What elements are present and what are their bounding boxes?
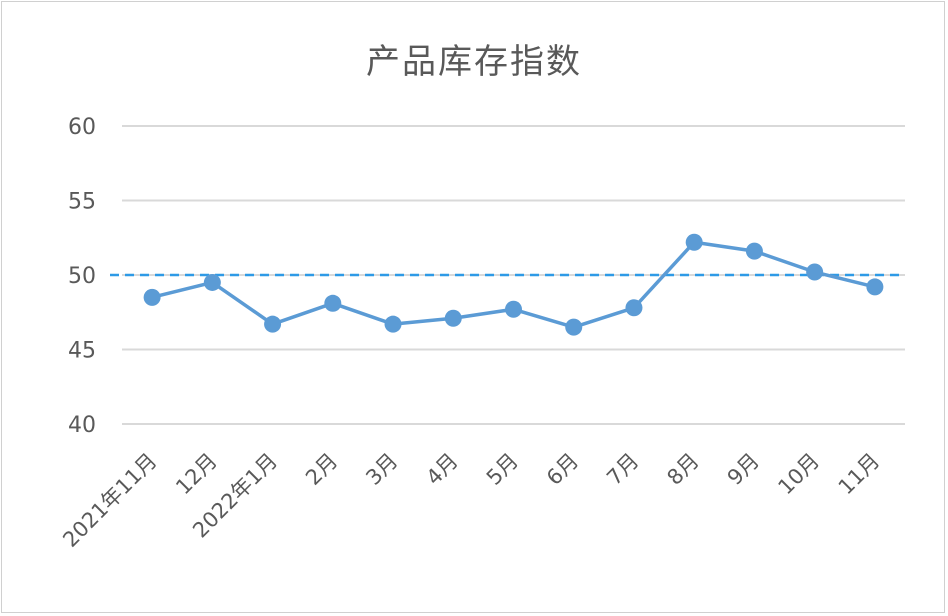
x-tick-label: 8月 [662, 449, 703, 490]
data-point [143, 288, 161, 306]
data-point [264, 315, 282, 333]
x-tick-label: 2021年11月 [58, 449, 161, 552]
x-tick-label: 12月 [171, 449, 222, 500]
data-point [745, 242, 763, 260]
data-point [324, 294, 342, 312]
data-point [203, 273, 221, 291]
x-tick-label: 9月 [723, 449, 764, 490]
y-tick-label: 45 [68, 339, 96, 364]
y-tick-label: 55 [68, 190, 96, 215]
data-point [806, 263, 824, 281]
x-tick-label: 10月 [773, 449, 824, 500]
data-point [444, 309, 462, 327]
y-tick-label: 40 [68, 413, 96, 438]
x-tick-label: 11月 [834, 449, 885, 500]
x-tick-label: 5月 [482, 449, 523, 490]
series-group [143, 233, 884, 336]
x-tick-label: 2月 [301, 449, 342, 490]
y-tick-label: 50 [68, 264, 96, 289]
data-point [625, 299, 643, 317]
y-axis-ticks: 40 45 50 55 60 [68, 115, 96, 438]
data-point [384, 315, 402, 333]
x-tick-label: 6月 [542, 449, 583, 490]
x-tick-label: 7月 [602, 449, 643, 490]
data-point [685, 233, 703, 251]
data-point [565, 318, 583, 336]
x-tick-label: 4月 [422, 449, 463, 490]
y-tick-label: 60 [68, 115, 96, 140]
data-point [866, 278, 884, 296]
x-tick-label: 3月 [361, 449, 402, 490]
data-point [505, 300, 522, 318]
chart-title: 产品库存指数 [366, 42, 582, 82]
